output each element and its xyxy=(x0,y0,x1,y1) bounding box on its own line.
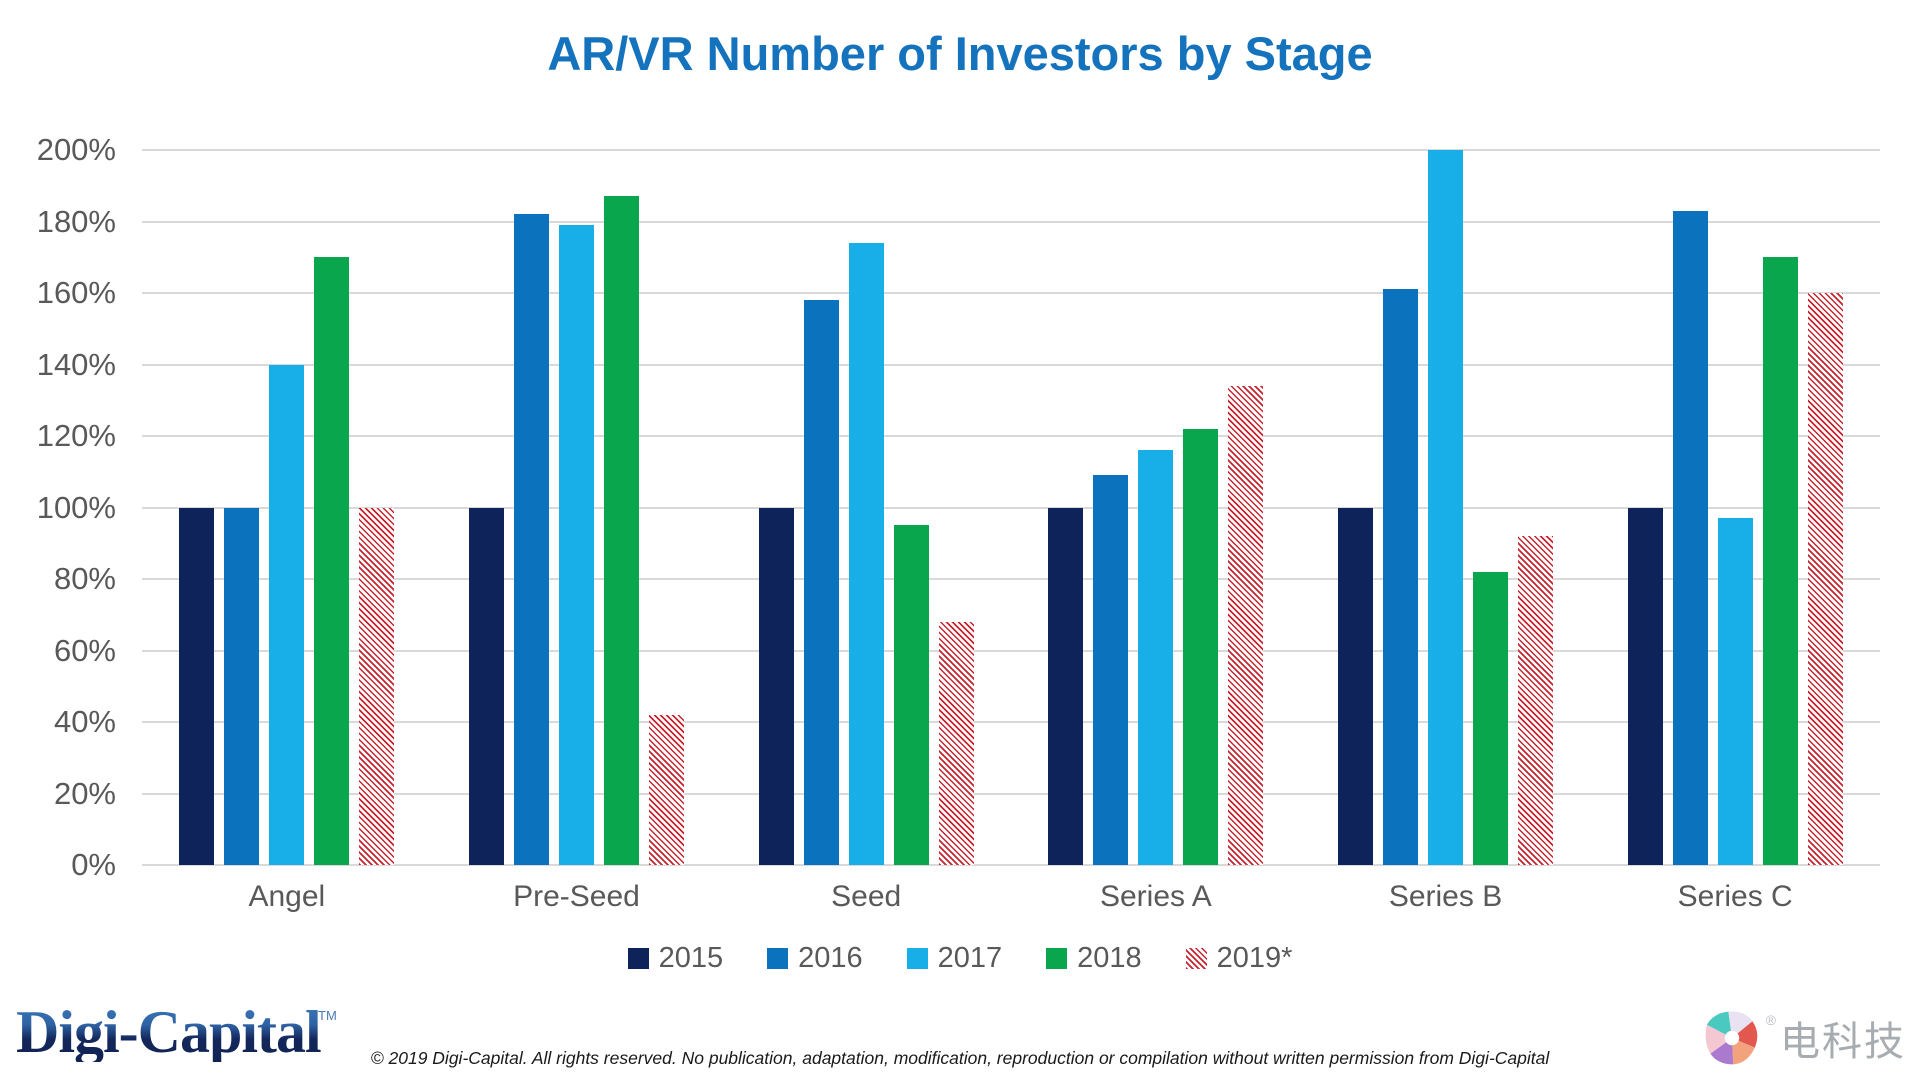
legend-label-2018: 2018 xyxy=(1077,942,1142,974)
legend-label-2019: 2019* xyxy=(1216,942,1293,974)
bar-2015-pre-seed xyxy=(469,507,504,865)
legend-marker-2018 xyxy=(1046,948,1068,969)
bar-2019-pre-seed xyxy=(649,714,684,865)
gridline-20 xyxy=(142,792,1880,795)
bar-2015-angel xyxy=(179,507,215,865)
x-tick-label-series-a: Series A xyxy=(1099,880,1212,913)
y-tick-label-60: 60% xyxy=(53,632,116,668)
x-tick-label-angel: Angel xyxy=(248,880,326,913)
legend: 2015 2016 2017 2018 2019* xyxy=(0,942,1920,975)
y-axis: 0% 20% 40% 60% 80% 100% 120% 140% 160% 180% 200% xyxy=(0,0,120,1080)
y-tick-label-20: 20% xyxy=(53,775,116,811)
bar-2016-series-a xyxy=(1093,475,1129,865)
legend-marker-2016 xyxy=(767,948,789,969)
x-axis: Angel Pre-Seed Seed Series A Series B Series … xyxy=(142,880,1880,914)
legend-marker-2015 xyxy=(627,948,649,969)
gridline-40 xyxy=(142,721,1880,723)
gridline-100 xyxy=(142,506,1880,509)
bar-2017-angel xyxy=(269,364,305,865)
diankeji-logo: ® 电科技 xyxy=(1702,1008,1906,1068)
legend-label-2015: 2015 xyxy=(658,942,724,974)
legend-label-2016: 2016 xyxy=(798,942,863,974)
legend-marker-2019 xyxy=(1185,948,1207,969)
x-tick-label-series-c: Series C xyxy=(1677,880,1793,913)
copyright-notice: © 2019 Digi-Capital. All rights reserved… xyxy=(370,1048,1550,1068)
bar-group-series-b xyxy=(1301,150,1591,865)
bar-2015-series-c xyxy=(1627,507,1663,865)
x-tick-label-seed: Seed xyxy=(831,880,902,913)
bar-2018-pre-seed xyxy=(604,196,639,865)
digi-capital-logo: Digi-Capital xyxy=(16,999,322,1065)
y-tick-label-80: 80% xyxy=(53,561,116,596)
bar-2015-series-a xyxy=(1048,507,1084,865)
legend-item-2018: 2018 xyxy=(1046,942,1142,975)
bar-2017-seed xyxy=(848,242,884,865)
diankeji-pinwheel-icon xyxy=(1705,1011,1757,1065)
legend-item-2016: 2016 xyxy=(767,942,863,975)
bar-2018-series-c xyxy=(1762,257,1798,865)
gridline-140 xyxy=(142,363,1880,366)
bar-2017-series-a xyxy=(1138,450,1174,865)
bar-2016-series-b xyxy=(1383,289,1419,865)
diankeji-logo-text: 电科技 xyxy=(1780,1020,1906,1064)
bar-2017-series-c xyxy=(1717,518,1753,865)
bar-2019-series-a xyxy=(1228,385,1264,865)
legend-item-2015: 2015 xyxy=(627,942,724,975)
y-tick-label-100: 100% xyxy=(36,489,116,525)
bar-group-angel xyxy=(142,150,432,865)
bar-2015-series-b xyxy=(1338,507,1374,865)
y-tick-label-0: 0% xyxy=(71,847,116,882)
chart-title: AR/VR Number of Investors by Stage xyxy=(547,27,1373,80)
y-tick-label-180: 180% xyxy=(36,203,116,239)
gridline-200 xyxy=(142,149,1880,151)
bar-2019-series-b xyxy=(1518,536,1554,865)
bar-group-series-c xyxy=(1590,150,1880,865)
bar-2018-series-b xyxy=(1473,571,1509,865)
bar-group-pre-seed xyxy=(432,150,722,865)
y-tick-label-40: 40% xyxy=(53,704,116,739)
legend-item-2019: 2019* xyxy=(1185,942,1293,975)
gridline-0 xyxy=(142,864,1880,866)
bar-2016-angel xyxy=(224,507,260,865)
x-tick-label-pre-seed: Pre-Seed xyxy=(513,880,640,913)
bar-group-seed xyxy=(721,150,1011,865)
legend-item-2017: 2017 xyxy=(906,942,1003,975)
gridline-60 xyxy=(142,649,1880,652)
y-tick-label-120: 120% xyxy=(36,418,116,453)
gridline-80 xyxy=(142,578,1880,580)
gridline-160 xyxy=(142,292,1880,294)
bar-2019-seed xyxy=(938,621,974,865)
bar-2019-angel xyxy=(359,507,395,865)
bar-2016-seed xyxy=(803,300,839,865)
bar-groups xyxy=(142,150,1880,865)
bar-2016-pre-seed xyxy=(514,214,549,865)
diankeji-registered-mark: ® xyxy=(1765,1012,1776,1028)
bar-2016-series-c xyxy=(1672,210,1708,865)
gridline-180 xyxy=(142,220,1880,223)
y-tick-label-200: 200% xyxy=(36,132,116,167)
x-tick-label-series-b: Series B xyxy=(1388,880,1503,913)
y-tick-label-140: 140% xyxy=(36,346,116,382)
bar-2017-pre-seed xyxy=(559,225,594,865)
bar-2018-seed xyxy=(893,525,929,865)
legend-marker-2017 xyxy=(906,948,928,969)
bar-2017-series-b xyxy=(1428,150,1464,865)
y-tick-label-160: 160% xyxy=(36,275,116,310)
bar-group-series-a xyxy=(1011,150,1301,865)
legend-label-2017: 2017 xyxy=(937,942,1003,974)
digi-capital-trademark-mark: TM xyxy=(318,1008,337,1023)
plot-area xyxy=(142,149,1880,866)
bar-2018-angel xyxy=(314,257,350,865)
bar-2015-seed xyxy=(758,507,794,865)
gridline-120 xyxy=(142,435,1880,437)
bar-2018-series-a xyxy=(1183,428,1219,865)
bar-2019-series-c xyxy=(1807,293,1843,865)
